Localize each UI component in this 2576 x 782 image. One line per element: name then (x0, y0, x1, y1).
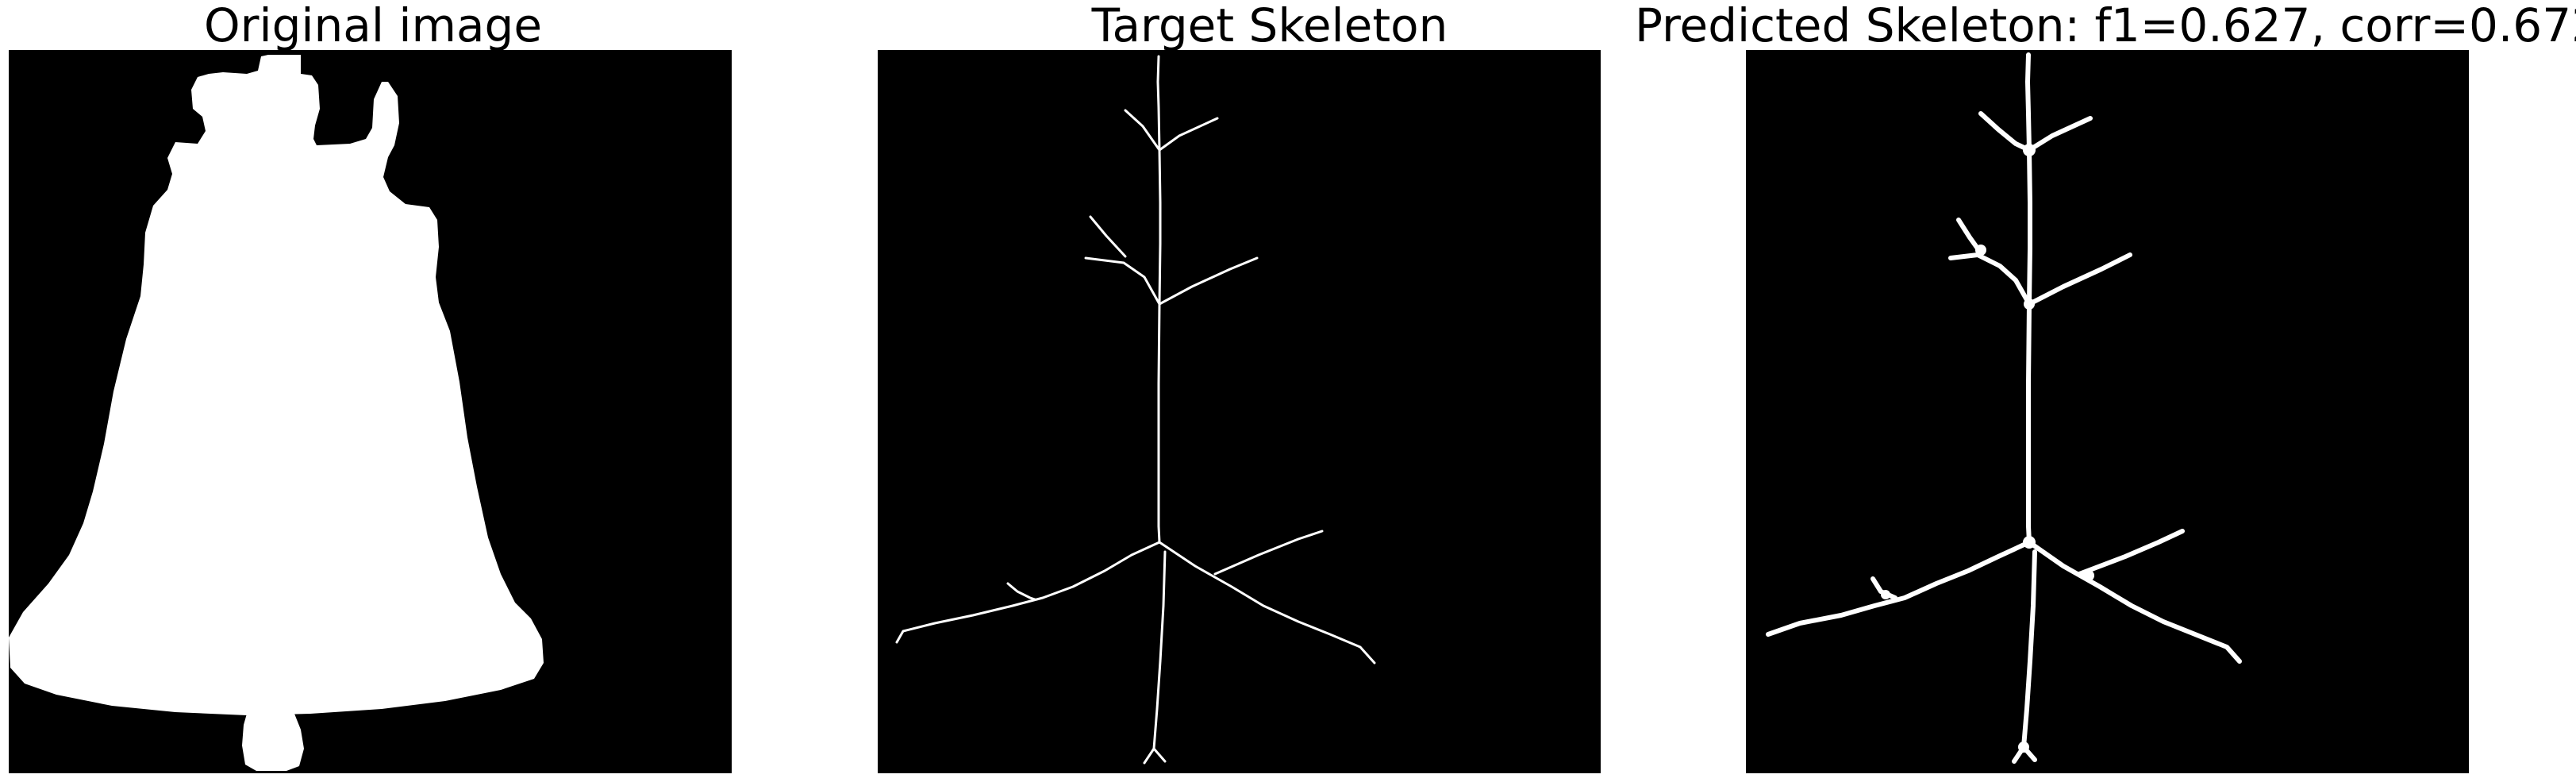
predicted-skeleton-panel (1746, 50, 2469, 773)
bell-silhouette-image (9, 50, 732, 773)
target-skeleton-panel (878, 50, 1601, 773)
target-skeleton-image (878, 50, 1601, 773)
predicted-skeleton-blobs (1881, 144, 2094, 753)
original-image-panel (9, 50, 732, 773)
predicted-skeleton-title: Predicted Skeleton: f1=0.627, corr=0.672 (1635, 0, 2576, 52)
original-image-title: Original image (203, 0, 543, 52)
bell-shape (9, 55, 544, 771)
predicted-skeleton-image (1746, 50, 2469, 773)
target-skeleton-title: Target Skeleton (1091, 0, 1448, 52)
predicted-skeleton-lines (1766, 52, 2242, 764)
target-skeleton-lines (895, 55, 1376, 765)
